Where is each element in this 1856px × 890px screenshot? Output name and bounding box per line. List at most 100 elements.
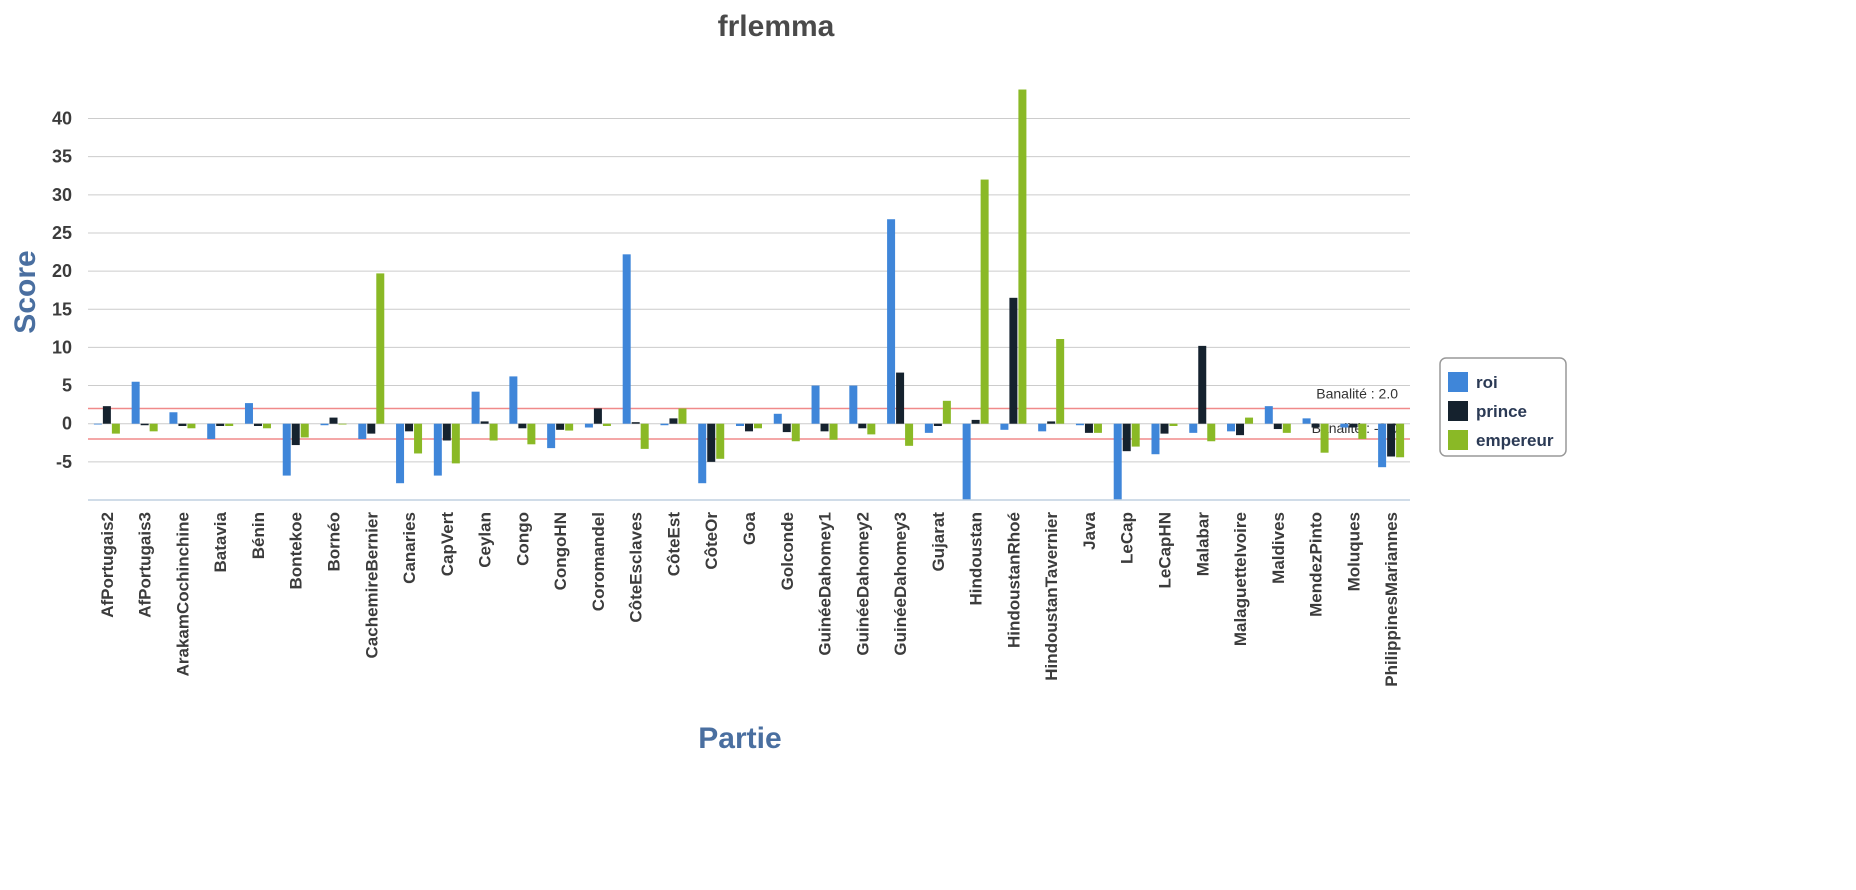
x-tick-label: ArakamCochinchine <box>173 512 192 676</box>
x-axis-categories: AfPortugais2 AfPortugais3 ArakamCochinchin… <box>98 511 1401 686</box>
bar-empereur <box>1169 423 1178 426</box>
bar-empereur <box>791 423 800 442</box>
x-tick-label: AfPortugais3 <box>136 512 155 618</box>
x-tick-label: GuinéeDahomey1 <box>816 512 835 656</box>
bar-roi <box>320 423 329 426</box>
bar-roi <box>1075 423 1084 426</box>
x-tick-label: Java <box>1080 511 1099 549</box>
bar-prince <box>745 423 753 432</box>
bar-roi <box>207 423 216 439</box>
bar-prince <box>367 423 376 434</box>
bar-empereur <box>1207 423 1216 442</box>
bar-prince <box>178 423 187 426</box>
x-tick-label: AfPortugais2 <box>98 512 117 618</box>
bar-prince <box>1236 423 1245 436</box>
chart-title: frlemma <box>718 10 835 43</box>
bar-roi <box>773 413 782 424</box>
bar-roi <box>433 423 442 476</box>
y-axis-ticks: -5 0 5 10 15 20 25 30 35 40 <box>52 109 72 472</box>
y-tick-label: 40 <box>52 109 72 129</box>
bar-empereur <box>527 423 536 445</box>
bar-prince <box>971 419 980 424</box>
bar-empereur <box>905 423 914 446</box>
x-tick-label: Golconde <box>778 512 797 590</box>
bar-empereur <box>980 179 989 424</box>
bar-roi <box>584 423 593 428</box>
legend-label-prince: prince <box>1476 402 1527 421</box>
bar-empereur <box>867 423 876 435</box>
bar-prince <box>518 423 527 429</box>
x-tick-label: MendezPinto <box>1307 512 1326 617</box>
bar-roi <box>849 385 858 424</box>
bar-empereur <box>829 423 838 440</box>
bar-prince <box>707 423 716 462</box>
bar-roi <box>282 423 291 476</box>
bar-empereur <box>678 408 687 424</box>
bar-roi <box>698 423 707 484</box>
x-tick-label: CachemireBernier <box>362 512 381 659</box>
bar-prince <box>1273 423 1282 430</box>
bar-roi <box>622 254 631 424</box>
x-tick-label: PhilippinesMariannes <box>1382 512 1401 687</box>
bar-roi <box>131 381 140 424</box>
bar-roi <box>1264 406 1273 424</box>
bar-prince <box>442 423 451 441</box>
bar-empereur <box>1396 423 1405 458</box>
bar-prince <box>1349 423 1358 428</box>
bar-empereur <box>754 423 762 429</box>
y-tick-label: 35 <box>52 147 72 167</box>
bar-empereur <box>1093 423 1102 433</box>
bar-prince <box>140 423 149 426</box>
bar-roi <box>509 376 518 424</box>
x-tick-label: Bénin <box>249 512 268 559</box>
x-tick-label: CôteEst <box>664 512 683 577</box>
x-tick-label: GuinéeDahomey2 <box>853 512 872 656</box>
x-tick-label: Moluques <box>1344 512 1363 591</box>
bar-roi <box>93 423 102 425</box>
x-tick-label: HindoustanTavernier <box>1042 512 1061 681</box>
bar-empereur <box>187 423 196 429</box>
legend-label-roi: roi <box>1476 373 1498 392</box>
bar-roi <box>887 219 896 424</box>
legend-swatch-empereur <box>1448 430 1468 450</box>
x-tick-label: HindoustanRhoé <box>1004 512 1023 648</box>
bar-empereur <box>338 423 347 425</box>
bar-prince <box>1047 421 1056 424</box>
bar-prince <box>669 418 678 424</box>
bar-roi <box>736 423 744 426</box>
bar-empereur <box>1282 423 1291 433</box>
bar-empereur <box>1018 89 1027 424</box>
x-tick-label: Batavia <box>211 511 230 572</box>
y-tick-label: 5 <box>62 376 72 396</box>
bar-roi <box>924 423 933 433</box>
bar-prince <box>329 417 338 424</box>
bar-prince <box>631 422 640 424</box>
bar-empereur <box>1245 417 1254 424</box>
bar-empereur <box>602 423 611 426</box>
bar-prince <box>593 408 602 424</box>
x-tick-label: Congo <box>513 512 532 566</box>
banality-label: Banalité : -2.0 <box>1312 420 1399 436</box>
bar-prince <box>1122 423 1131 452</box>
bar-prince <box>556 423 565 430</box>
bar-prince <box>820 423 829 432</box>
y-tick-label: 25 <box>52 223 72 243</box>
bar-empereur <box>262 423 271 429</box>
x-tick-label: Coromandel <box>589 512 608 611</box>
bar-prince <box>1198 345 1207 424</box>
bar-roi <box>1378 423 1387 468</box>
bar-roi <box>358 423 367 439</box>
bar-empereur <box>1358 423 1367 439</box>
bar-empereur <box>376 273 385 424</box>
bar-roi <box>547 423 556 449</box>
bar-prince <box>933 423 942 426</box>
bar-prince <box>216 423 225 426</box>
bar-roi <box>1340 423 1349 428</box>
bar-prince <box>1387 423 1396 457</box>
x-axis-title: Partie <box>698 722 781 755</box>
x-tick-label: CongoHN <box>551 512 570 590</box>
bar-prince <box>782 423 791 433</box>
x-tick-label: Ceylan <box>476 512 495 568</box>
legend: roi prince empereur <box>1439 357 1567 457</box>
bar-prince <box>1160 423 1169 434</box>
